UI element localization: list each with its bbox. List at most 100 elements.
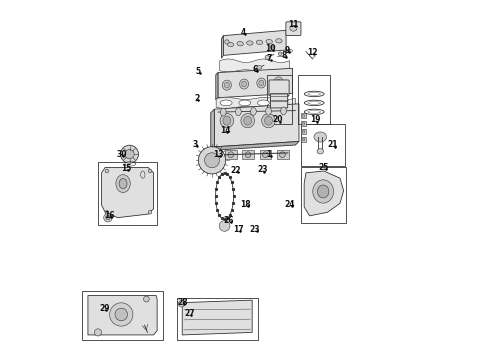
- Circle shape: [278, 52, 282, 55]
- Circle shape: [105, 211, 109, 214]
- FancyBboxPatch shape: [270, 94, 288, 108]
- Bar: [225, 150, 237, 159]
- Circle shape: [148, 211, 152, 214]
- Bar: [260, 150, 271, 159]
- Text: 13: 13: [213, 150, 223, 159]
- Circle shape: [245, 152, 251, 158]
- Ellipse shape: [317, 149, 323, 154]
- Ellipse shape: [258, 100, 270, 106]
- Bar: [301, 121, 306, 126]
- Ellipse shape: [241, 113, 254, 128]
- Circle shape: [106, 216, 110, 220]
- Text: 24: 24: [285, 200, 295, 209]
- Ellipse shape: [222, 80, 231, 90]
- Circle shape: [302, 114, 305, 117]
- Ellipse shape: [119, 179, 127, 189]
- Text: 4: 4: [241, 28, 246, 37]
- FancyBboxPatch shape: [269, 80, 289, 96]
- Ellipse shape: [242, 81, 246, 87]
- Ellipse shape: [224, 82, 229, 88]
- Text: 10: 10: [266, 44, 276, 53]
- Circle shape: [178, 301, 185, 307]
- Text: 28: 28: [177, 298, 188, 307]
- Circle shape: [219, 221, 230, 231]
- Polygon shape: [214, 104, 299, 147]
- Bar: [98, 162, 157, 225]
- Text: 7: 7: [267, 54, 272, 63]
- Ellipse shape: [257, 66, 262, 69]
- Text: 29: 29: [99, 304, 110, 313]
- Ellipse shape: [256, 40, 263, 44]
- Ellipse shape: [240, 79, 248, 89]
- Text: 1: 1: [267, 150, 271, 159]
- Bar: [300, 124, 345, 166]
- Circle shape: [121, 145, 139, 163]
- Text: 30: 30: [116, 150, 126, 159]
- Ellipse shape: [115, 308, 127, 321]
- Circle shape: [265, 55, 270, 59]
- Text: 2: 2: [194, 94, 199, 103]
- Circle shape: [302, 122, 305, 125]
- Circle shape: [262, 152, 268, 158]
- Bar: [300, 167, 346, 223]
- Ellipse shape: [276, 100, 288, 106]
- Bar: [277, 150, 289, 159]
- Circle shape: [104, 213, 112, 222]
- Polygon shape: [211, 109, 214, 150]
- Bar: [177, 298, 258, 339]
- Ellipse shape: [266, 107, 271, 115]
- Ellipse shape: [265, 116, 272, 125]
- Circle shape: [198, 147, 225, 174]
- Ellipse shape: [281, 107, 287, 115]
- Ellipse shape: [237, 41, 244, 46]
- Text: 23: 23: [250, 225, 260, 234]
- Text: 16: 16: [104, 211, 115, 220]
- Polygon shape: [216, 97, 295, 108]
- Ellipse shape: [276, 79, 281, 85]
- Text: 21: 21: [328, 140, 338, 149]
- Ellipse shape: [308, 93, 320, 95]
- Text: 9: 9: [285, 46, 290, 55]
- Polygon shape: [220, 59, 290, 72]
- Ellipse shape: [262, 113, 275, 128]
- Ellipse shape: [276, 39, 282, 43]
- FancyBboxPatch shape: [286, 22, 301, 36]
- Ellipse shape: [314, 132, 326, 142]
- Text: 22: 22: [231, 166, 241, 175]
- Text: 25: 25: [318, 163, 329, 172]
- Circle shape: [95, 329, 101, 336]
- Polygon shape: [221, 36, 223, 58]
- Ellipse shape: [318, 185, 329, 198]
- Text: 23: 23: [257, 166, 268, 175]
- Text: 26: 26: [223, 216, 234, 225]
- Ellipse shape: [220, 108, 226, 116]
- Ellipse shape: [246, 41, 253, 45]
- Text: 8: 8: [281, 51, 287, 60]
- Ellipse shape: [227, 42, 234, 46]
- Circle shape: [148, 169, 152, 173]
- Bar: [243, 150, 254, 159]
- Text: 6: 6: [252, 65, 258, 74]
- Bar: [301, 137, 306, 142]
- Text: 5: 5: [196, 67, 201, 76]
- Circle shape: [204, 153, 220, 168]
- Circle shape: [144, 296, 149, 302]
- Text: 12: 12: [307, 48, 318, 57]
- Ellipse shape: [257, 78, 266, 88]
- Text: 27: 27: [184, 309, 195, 318]
- Bar: [267, 75, 292, 125]
- Text: 18: 18: [241, 200, 251, 209]
- Circle shape: [228, 152, 234, 158]
- Ellipse shape: [239, 100, 251, 106]
- Polygon shape: [223, 30, 286, 55]
- Ellipse shape: [223, 116, 231, 125]
- Ellipse shape: [220, 113, 234, 128]
- Ellipse shape: [220, 100, 232, 106]
- Text: 11: 11: [288, 19, 299, 28]
- Circle shape: [225, 40, 229, 44]
- Polygon shape: [304, 171, 343, 216]
- Polygon shape: [211, 141, 299, 150]
- Bar: [301, 129, 306, 134]
- Polygon shape: [182, 300, 252, 335]
- Ellipse shape: [110, 303, 133, 326]
